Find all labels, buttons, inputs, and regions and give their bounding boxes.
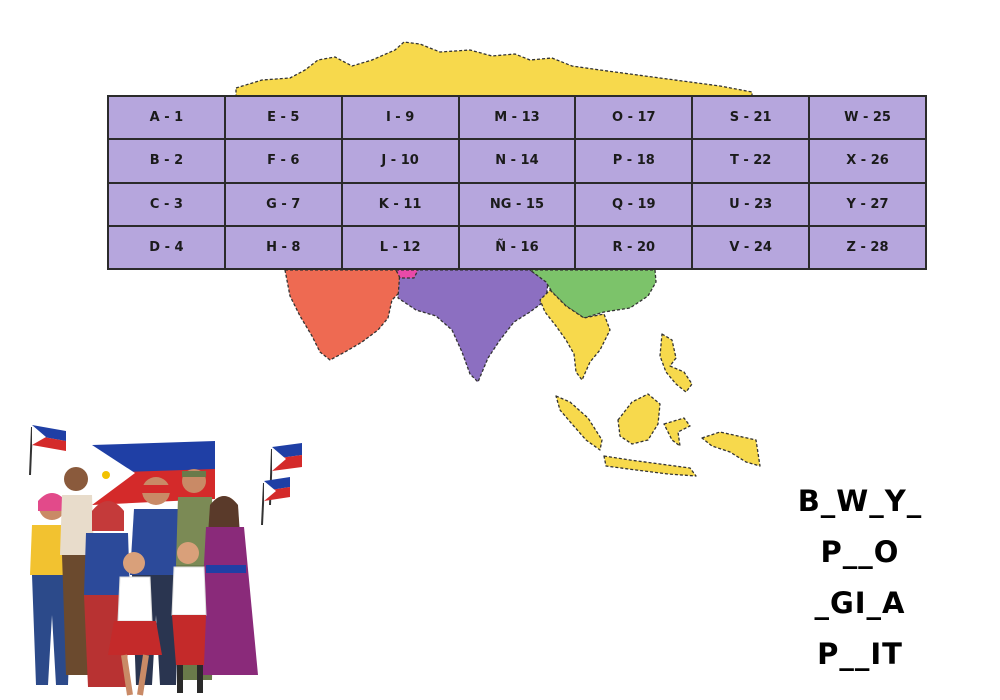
table-cell: K - 11 bbox=[340, 181, 460, 227]
table-cell: W - 25 bbox=[808, 94, 927, 141]
map-region-central bbox=[395, 269, 419, 279]
map-region-peninsula bbox=[555, 395, 603, 451]
table-cell: O - 17 bbox=[574, 94, 694, 141]
table-cell: D - 4 bbox=[107, 224, 226, 271]
table-cell: E - 5 bbox=[223, 94, 343, 141]
person-purple-dress bbox=[198, 496, 258, 675]
table-cell: V - 24 bbox=[691, 224, 811, 271]
small-flag-icon-right-2 bbox=[261, 477, 290, 526]
table-cell: X - 26 bbox=[808, 138, 927, 184]
table-cell: B - 2 bbox=[107, 138, 226, 184]
word-puzzle-list: B_W_Y_ P__O _GI_A P__IT bbox=[770, 476, 950, 680]
puzzle-word-1: B_W_Y_ bbox=[797, 484, 923, 518]
puzzle-word-2: P__O bbox=[820, 535, 900, 569]
small-flag-icon-right bbox=[269, 443, 302, 506]
puzzle-word-4: P__IT bbox=[817, 637, 903, 671]
puzzle-word-3: _GI_A bbox=[814, 586, 906, 620]
map-region-south-asia bbox=[397, 269, 549, 383]
child-white-shirt bbox=[171, 542, 207, 693]
table-cell: J - 10 bbox=[340, 138, 460, 184]
table-cell: H - 8 bbox=[223, 224, 343, 271]
map-region-north bbox=[235, 41, 753, 101]
table-cell: Ñ - 16 bbox=[457, 224, 577, 271]
table-cell: S - 21 bbox=[691, 94, 811, 141]
table-cell: U - 23 bbox=[691, 181, 811, 227]
map-region-new-guinea bbox=[701, 431, 761, 467]
table-cell: A - 1 bbox=[107, 94, 226, 141]
table-cell: N - 14 bbox=[457, 138, 577, 184]
table-cell: Z - 28 bbox=[808, 224, 927, 271]
map-region-southeast-asia bbox=[539, 289, 611, 381]
table-cell: NG - 15 bbox=[457, 181, 577, 227]
table-cell: I - 9 bbox=[340, 94, 460, 141]
table-cell: G - 7 bbox=[223, 181, 343, 227]
map-region-east-asia bbox=[529, 269, 657, 319]
map-region-sulawesi bbox=[663, 417, 691, 447]
table-cell: C - 3 bbox=[107, 181, 226, 227]
table-cell: R - 20 bbox=[574, 224, 694, 271]
table-cell: Q - 19 bbox=[574, 181, 694, 227]
table-cell: Y - 27 bbox=[808, 181, 927, 227]
table-cell: L - 12 bbox=[340, 224, 460, 271]
table-cell: F - 6 bbox=[223, 138, 343, 184]
table-cell: P - 18 bbox=[574, 138, 694, 184]
child-red-skirt bbox=[108, 552, 162, 696]
map-region-borneo bbox=[617, 393, 661, 445]
map-region-java bbox=[603, 455, 697, 477]
filipino-crowd-illustration bbox=[29, 425, 302, 696]
map-region-middle-east bbox=[284, 269, 403, 361]
table-cell: T - 22 bbox=[691, 138, 811, 184]
map-region-philippines bbox=[659, 333, 693, 393]
table-cell: M - 13 bbox=[457, 94, 577, 141]
small-flag-icon-left bbox=[29, 425, 66, 476]
